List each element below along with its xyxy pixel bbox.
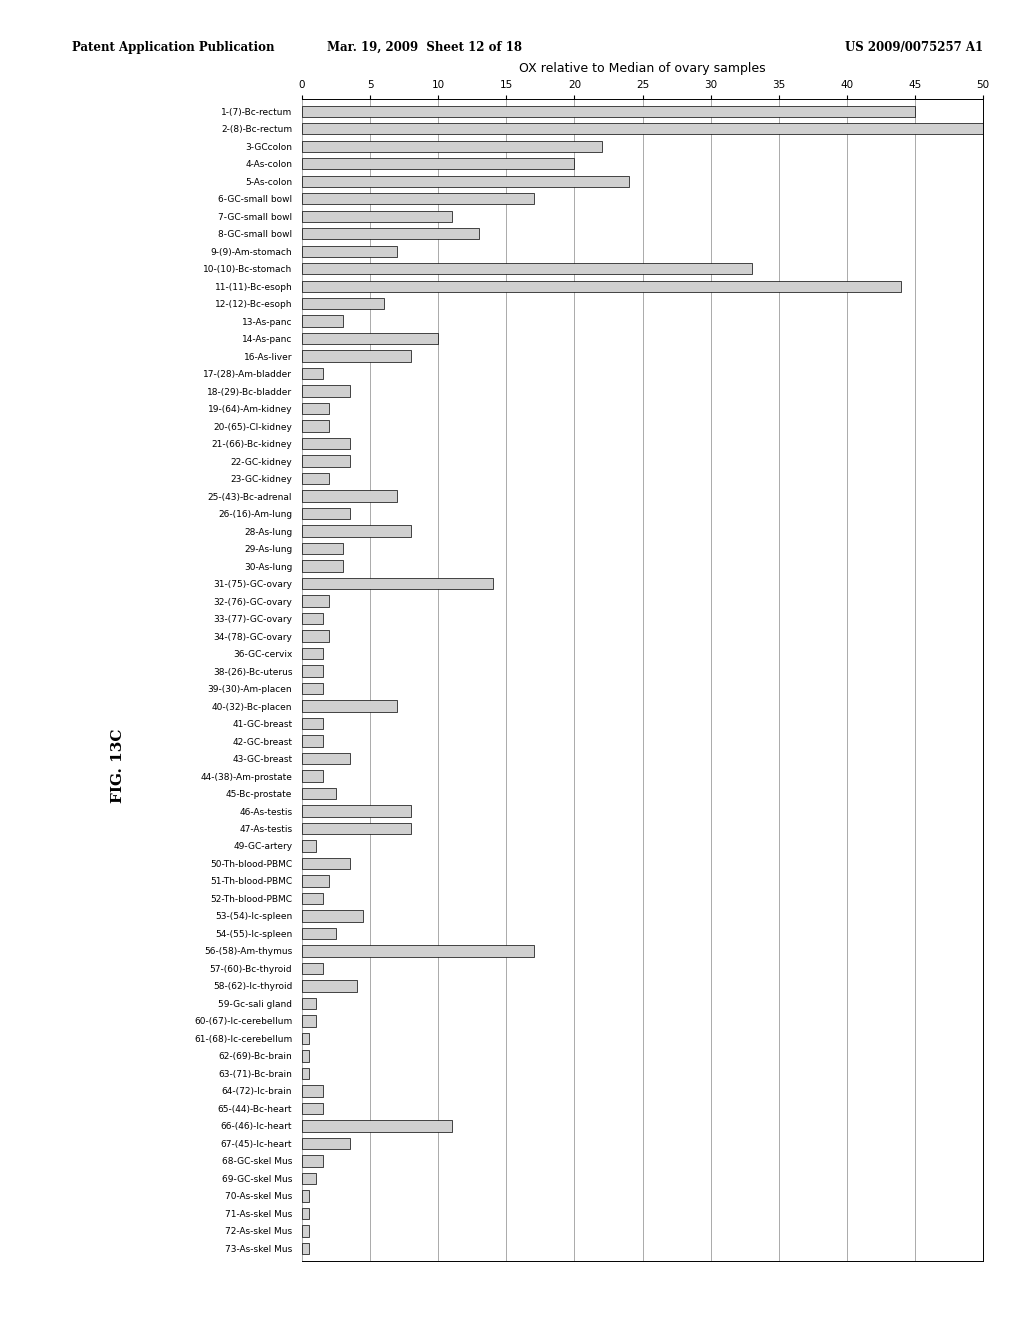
Bar <box>302 665 323 677</box>
Bar <box>302 210 452 222</box>
Bar <box>302 525 411 537</box>
Bar <box>302 403 330 414</box>
Bar <box>302 892 323 904</box>
Bar <box>302 140 602 152</box>
Bar <box>302 718 323 729</box>
Text: US 2009/0075257 A1: US 2009/0075257 A1 <box>845 41 983 54</box>
Bar <box>302 561 343 572</box>
Bar <box>302 508 350 519</box>
Bar <box>302 315 343 327</box>
Text: Patent Application Publication: Patent Application Publication <box>72 41 274 54</box>
Bar <box>302 911 364 921</box>
Bar <box>302 1085 323 1097</box>
Bar <box>302 298 384 309</box>
Bar <box>302 368 323 379</box>
Bar <box>302 1015 315 1027</box>
Bar <box>302 1051 309 1061</box>
Text: Mar. 19, 2009  Sheet 12 of 18: Mar. 19, 2009 Sheet 12 of 18 <box>328 41 522 54</box>
Bar <box>302 176 629 187</box>
Bar <box>302 455 350 467</box>
Bar <box>302 1191 309 1201</box>
Bar <box>302 193 534 205</box>
Bar <box>302 945 534 957</box>
Bar <box>302 491 397 502</box>
Bar <box>302 228 479 239</box>
Bar <box>302 805 411 817</box>
Bar <box>302 351 411 362</box>
Bar <box>302 752 350 764</box>
Bar <box>302 1068 309 1080</box>
Bar <box>302 281 901 292</box>
Bar <box>302 543 343 554</box>
Bar <box>302 421 330 432</box>
Bar <box>302 998 315 1008</box>
Bar <box>302 858 350 869</box>
Bar <box>302 123 983 135</box>
Bar <box>302 1225 309 1237</box>
Bar <box>302 841 315 851</box>
Text: FIG. 13C: FIG. 13C <box>111 729 125 803</box>
Bar <box>302 1242 309 1254</box>
Bar <box>302 928 336 939</box>
Bar <box>302 333 438 345</box>
Bar <box>302 473 330 484</box>
Bar <box>302 788 336 799</box>
Bar <box>302 981 356 991</box>
Bar <box>302 1121 452 1131</box>
Bar <box>302 158 574 169</box>
Bar <box>302 612 323 624</box>
Bar <box>302 263 752 275</box>
Bar <box>302 1155 323 1167</box>
Bar <box>302 1032 309 1044</box>
Bar <box>302 771 323 781</box>
Bar <box>302 438 350 449</box>
Bar <box>302 875 330 887</box>
Bar <box>302 246 397 257</box>
Bar <box>302 1102 323 1114</box>
Bar <box>302 822 411 834</box>
Bar <box>302 1138 350 1150</box>
X-axis label: OX relative to Median of ovary samples: OX relative to Median of ovary samples <box>519 62 766 75</box>
Bar <box>302 595 330 607</box>
Bar <box>302 631 330 642</box>
Bar <box>302 682 323 694</box>
Bar <box>302 962 323 974</box>
Bar <box>302 735 323 747</box>
Bar <box>302 648 323 659</box>
Bar <box>302 1208 309 1220</box>
Bar <box>302 106 915 117</box>
Bar <box>302 1172 315 1184</box>
Bar <box>302 578 493 589</box>
Bar <box>302 701 397 711</box>
Bar <box>302 385 350 397</box>
